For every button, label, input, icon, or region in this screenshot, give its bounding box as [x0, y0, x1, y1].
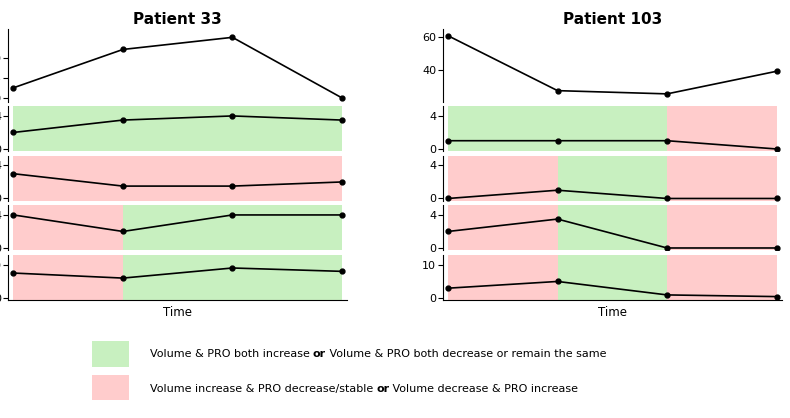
Bar	[558, 155, 667, 201]
Text: Volume & PRO both increase: Volume & PRO both increase	[149, 349, 313, 359]
Bar	[667, 255, 777, 300]
Title: Patient 33: Patient 33	[134, 12, 222, 27]
Bar	[123, 255, 232, 300]
Bar	[558, 106, 667, 151]
Bar	[13, 205, 123, 250]
Bar	[92, 375, 130, 400]
Bar	[448, 155, 558, 201]
Bar	[558, 205, 667, 250]
Bar	[13, 155, 123, 201]
Bar	[558, 255, 667, 300]
Bar	[667, 155, 777, 201]
Bar	[667, 106, 777, 151]
Bar	[232, 106, 342, 151]
Bar	[232, 205, 342, 250]
Bar	[448, 106, 558, 151]
Bar	[13, 255, 123, 300]
X-axis label: Time: Time	[598, 306, 626, 319]
Text: or: or	[376, 385, 389, 395]
Bar	[13, 106, 123, 151]
Text: Volume increase & PRO decrease/stable: Volume increase & PRO decrease/stable	[149, 385, 376, 395]
Title: Patient 103: Patient 103	[562, 12, 662, 27]
Bar	[232, 255, 342, 300]
Bar	[232, 155, 342, 201]
Bar	[123, 205, 232, 250]
Text: Volume decrease & PRO increase: Volume decrease & PRO increase	[389, 385, 578, 395]
X-axis label: Time: Time	[164, 306, 192, 319]
Bar	[123, 155, 232, 201]
Bar	[448, 255, 558, 300]
Text: or: or	[313, 349, 326, 359]
Bar	[667, 205, 777, 250]
Bar	[448, 205, 558, 250]
Text: Volume & PRO both decrease or remain the same: Volume & PRO both decrease or remain the…	[326, 349, 607, 359]
Bar	[123, 106, 232, 151]
Bar	[92, 341, 130, 367]
